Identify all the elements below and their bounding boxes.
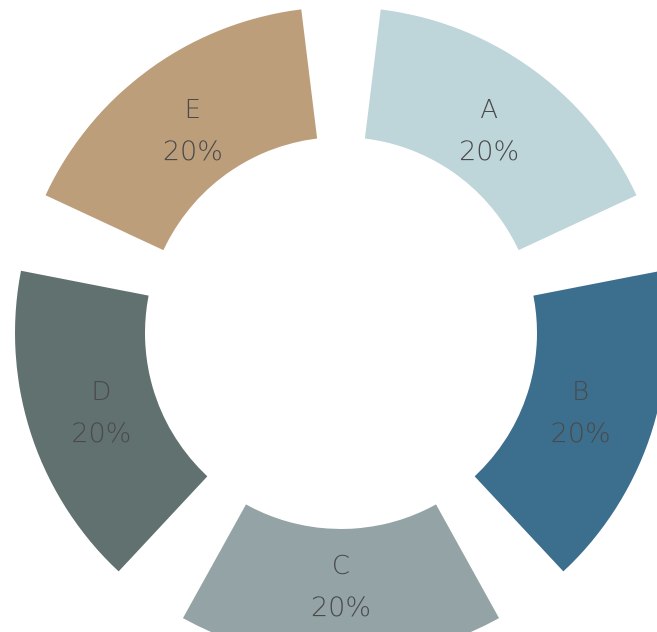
slice-value-b: 20%: [551, 418, 611, 449]
slice-label-c: C: [332, 551, 350, 581]
slice-label-d: D: [91, 377, 111, 407]
donut-slice-b: [474, 271, 657, 572]
slice-value-a: 20%: [459, 136, 519, 167]
slice-label-b: B: [572, 377, 589, 407]
slice-value-d: 20%: [71, 418, 131, 449]
donut-slice-d: [14, 270, 208, 572]
slice-label-e: E: [185, 95, 201, 125]
donut-slice-a: [364, 9, 637, 251]
donut-slice-c: [182, 504, 500, 632]
slice-value-c: 20%: [311, 592, 371, 623]
slice-label-a: A: [480, 95, 498, 125]
donut-slice-e: [45, 9, 318, 251]
slice-value-e: 20%: [163, 136, 223, 167]
